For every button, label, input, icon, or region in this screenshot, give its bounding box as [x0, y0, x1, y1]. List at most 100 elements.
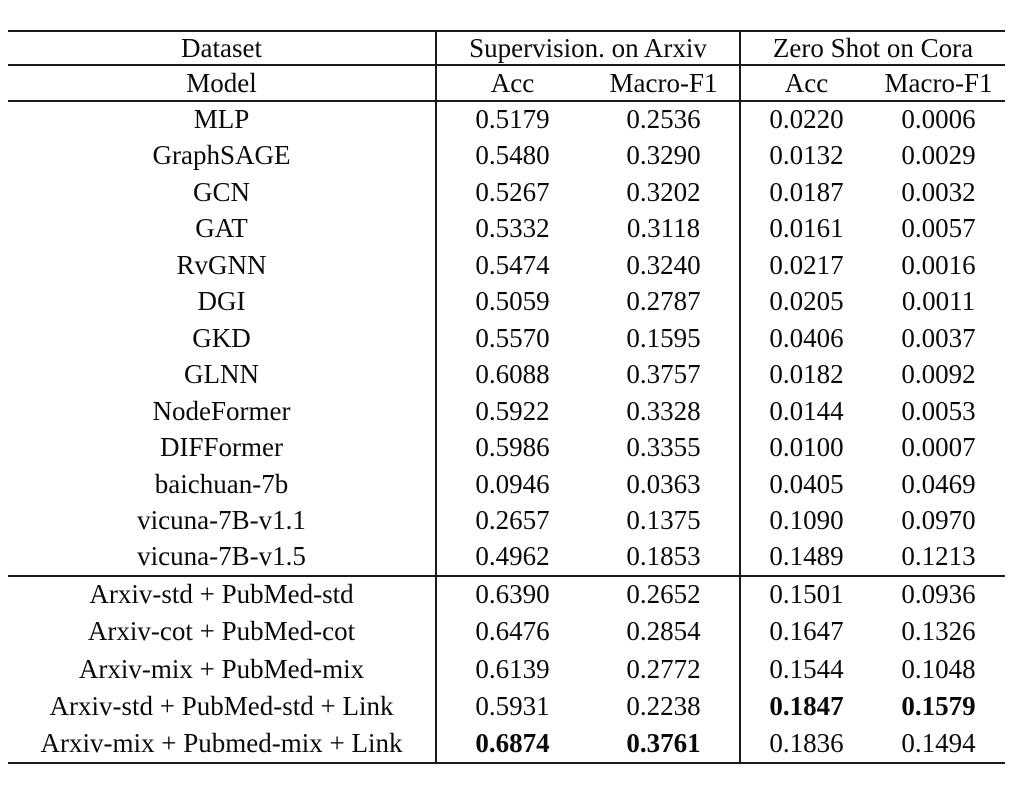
zeroshot-macro-f1-cell: 0.0970 — [901, 505, 976, 536]
zeroshot-macro-f1-cell: 0.1326 — [901, 616, 976, 647]
zeroshot-acc-cell: 0.0405 — [769, 468, 844, 499]
model-cell: GLNN — [8, 356, 437, 393]
supervision-macro-f1-cell: 0.3240 — [588, 247, 742, 284]
model-cell: Arxiv-mix + Pubmed-mix + Link — [8, 725, 437, 763]
table-row: DGI 0.5059 0.2787 0.0205 0.0011 — [8, 283, 1005, 320]
table-row: MLP 0.5179 0.2536 0.0220 0.0006 — [8, 101, 1005, 138]
model-cell: DGI — [8, 283, 437, 320]
table-body: MLP 0.5179 0.2536 0.0220 0.0006 GraphSAG… — [8, 101, 1006, 763]
zeroshot-macro-f1-cell: 0.0032 — [901, 176, 976, 207]
zeroshot-macro-f1-cell: 0.0007 — [901, 432, 976, 463]
zeroshot-acc-cell: 0.1489 — [740, 539, 873, 577]
table-row: Arxiv-mix + PubMed-mix 0.6139 0.2772 0.1… — [8, 650, 1005, 688]
model-cell: Arxiv-std + PubMed-std — [8, 575, 437, 613]
supervision-macro-f1-cell: 0.1375 — [588, 502, 742, 539]
zeroshot-macro-f1-cell: 0.1213 — [872, 539, 1006, 577]
supervision-acc-cell: 0.5480 — [475, 140, 550, 171]
table-row: RvGNN 0.5474 0.3240 0.0217 0.0016 — [8, 247, 1005, 284]
zeroshot-macro-f1-cell: 0.0029 — [901, 140, 976, 171]
supervision-acc-cell: 0.5922 — [475, 395, 550, 426]
supervision-acc-cell: 0.6390 — [475, 579, 550, 610]
header-row-model: Model Acc Macro-F1 Acc Macro-F1 — [8, 65, 1006, 102]
table-row: GAT 0.5332 0.3118 0.0161 0.0057 — [8, 210, 1005, 247]
model-cell: NodeFormer — [8, 393, 437, 430]
model-cell: vicuna-7B-v1.5 — [8, 539, 437, 577]
table-row: DIFFormer 0.5986 0.3355 0.0100 0.0007 — [8, 429, 1005, 466]
table-row: NodeFormer 0.5922 0.3328 0.0144 0.0053 — [8, 393, 1005, 430]
zeroshot-acc-cell: 0.1090 — [769, 505, 844, 536]
supervision-macro-f1-cell: 0.1595 — [588, 320, 742, 357]
zeroshot-acc-cell: 0.0182 — [769, 359, 844, 390]
supervision-macro-f1-cell: 0.2787 — [588, 283, 742, 320]
supervision-macro-f1-cell: 0.3118 — [588, 210, 742, 247]
supervision-macro-f1-cell: 0.2854 — [588, 613, 742, 651]
model-cell: GKD — [8, 320, 437, 357]
supervision-acc-cell: 0.6139 — [475, 653, 550, 684]
table-row: GKD 0.5570 0.1595 0.0406 0.0037 — [8, 320, 1005, 357]
supervision-acc-cell: 0.6874 — [475, 728, 550, 759]
supervision-macro-f1-cell: 0.3761 — [588, 725, 742, 763]
supervision-macro-f1-cell: 0.2772 — [588, 650, 742, 688]
model-cell: vicuna-7B-v1.1 — [8, 502, 437, 539]
table-row: GLNN 0.6088 0.3757 0.0182 0.0092 — [8, 356, 1005, 393]
supervision-macro-f1-cell: 0.2536 — [588, 101, 742, 138]
model-cell: GAT — [8, 210, 437, 247]
supervision-acc-cell: 0.6476 — [475, 616, 550, 647]
header-col-zeroshot-acc: Acc — [740, 65, 873, 102]
zeroshot-macro-f1-cell: 0.0057 — [901, 213, 976, 244]
header-group-supervision-arxiv: Supervision. on Arxiv — [436, 31, 742, 66]
supervision-acc-cell: 0.5332 — [475, 213, 550, 244]
supervision-acc-cell: 0.5059 — [475, 286, 550, 317]
zeroshot-acc-cell: 0.1501 — [769, 579, 844, 610]
header-model-label: Model — [8, 65, 437, 102]
zeroshot-macro-f1-cell: 0.0016 — [901, 249, 976, 280]
zeroshot-acc-cell: 0.0217 — [769, 249, 844, 280]
zeroshot-acc-cell: 0.0100 — [769, 432, 844, 463]
model-cell: RvGNN — [8, 247, 437, 284]
model-cell: Arxiv-std + PubMed-std + Link — [8, 688, 437, 726]
zeroshot-acc-cell: 0.1836 — [769, 728, 844, 759]
model-cell: baichuan-7b — [8, 466, 437, 503]
supervision-acc-cell: 0.0946 — [475, 468, 550, 499]
zeroshot-acc-cell: 0.1647 — [769, 616, 844, 647]
zeroshot-acc-cell: 0.0161 — [769, 213, 844, 244]
supervision-macro-f1-cell: 0.2238 — [588, 688, 742, 726]
zeroshot-macro-f1-cell: 0.1579 — [901, 691, 976, 722]
supervision-macro-f1-cell: 0.3757 — [588, 356, 742, 393]
table-row: GraphSAGE 0.5480 0.3290 0.0132 0.0029 — [8, 137, 1005, 174]
supervision-macro-f1-cell: 0.3328 — [588, 393, 742, 430]
zeroshot-acc-cell: 0.0132 — [769, 140, 844, 171]
zeroshot-macro-f1-cell: 0.0011 — [901, 286, 976, 317]
supervision-acc-cell: 0.5931 — [475, 691, 550, 722]
table-row: vicuna-7B-v1.1 0.2657 0.1375 0.1090 0.09… — [8, 502, 1005, 539]
supervision-macro-f1-cell: 0.1853 — [588, 539, 742, 577]
zeroshot-macro-f1-cell: 0.0092 — [901, 359, 976, 390]
header-col-supervision-macro-f1: Macro-F1 — [588, 65, 742, 102]
zeroshot-acc-cell: 0.0144 — [769, 395, 844, 426]
supervision-acc-cell: 0.5986 — [475, 432, 550, 463]
zeroshot-macro-f1-cell: 0.0037 — [901, 322, 976, 353]
supervision-acc-cell: 0.2657 — [475, 505, 550, 536]
model-cell: GraphSAGE — [8, 137, 437, 174]
model-cell: Arxiv-cot + PubMed-cot — [8, 613, 437, 651]
supervision-acc-cell: 0.5570 — [475, 322, 550, 353]
zeroshot-macro-f1-cell: 0.0936 — [901, 579, 976, 610]
table-row: vicuna-7B-v1.5 0.4962 0.1853 0.1489 0.12… — [8, 539, 1006, 577]
header-group-zeroshot-cora: Zero Shot on Cora — [740, 31, 1006, 66]
supervision-macro-f1-cell: 0.3355 — [588, 429, 742, 466]
zeroshot-macro-f1-cell: 0.0053 — [901, 395, 976, 426]
results-table: Dataset Supervision. on Arxiv Zero Shot … — [8, 30, 1006, 764]
supervision-macro-f1-cell: 0.3290 — [588, 137, 742, 174]
zeroshot-acc-cell: 0.0205 — [769, 286, 844, 317]
supervision-acc-cell: 0.5179 — [475, 104, 550, 135]
model-cell: MLP — [8, 101, 437, 138]
zeroshot-acc-cell: 0.0406 — [769, 322, 844, 353]
zeroshot-macro-f1-cell: 0.0469 — [901, 468, 976, 499]
table-row: Arxiv-mix + Pubmed-mix + Link 0.6874 0.3… — [8, 725, 1005, 763]
header-dataset-label: Dataset — [8, 31, 437, 66]
supervision-acc-cell: 0.4962 — [436, 539, 588, 577]
table-row: Arxiv-cot + PubMed-cot 0.6476 0.2854 0.1… — [8, 613, 1005, 651]
supervision-macro-f1-cell: 0.0363 — [588, 466, 742, 503]
model-cell: Arxiv-mix + PubMed-mix — [8, 650, 437, 688]
